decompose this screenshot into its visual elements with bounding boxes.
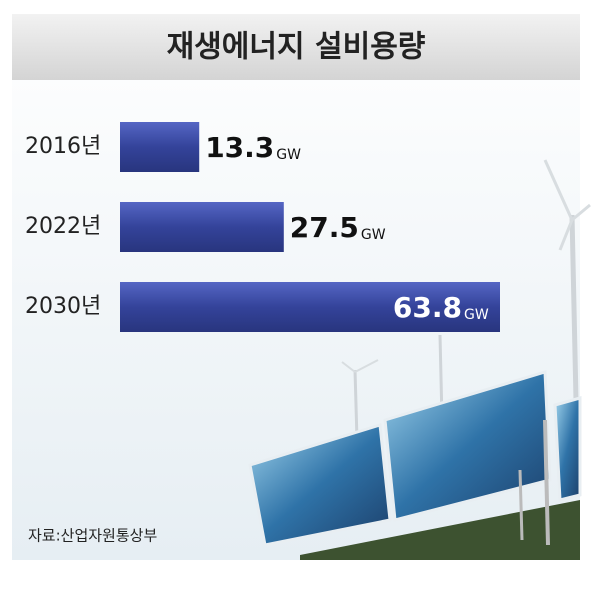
bar [120,122,200,172]
value-label: 63.8 [393,291,462,324]
value-unit: GW [276,147,301,163]
category-label: 2016년 [25,134,101,159]
value-label: 13.3 [205,131,274,164]
value-unit: GW [361,227,386,243]
value-label: 27.5 [290,211,359,244]
category-label: 2030년 [25,294,101,319]
bar [120,202,284,252]
bar [120,282,500,332]
category-label: 2022년 [25,214,101,239]
scenery [248,159,591,560]
title-band [12,14,580,80]
source: 자료:산업자원통상부 [28,527,157,545]
value-unit: GW [464,307,489,323]
chart-title: 재생에너지 설비용량 [167,30,426,65]
